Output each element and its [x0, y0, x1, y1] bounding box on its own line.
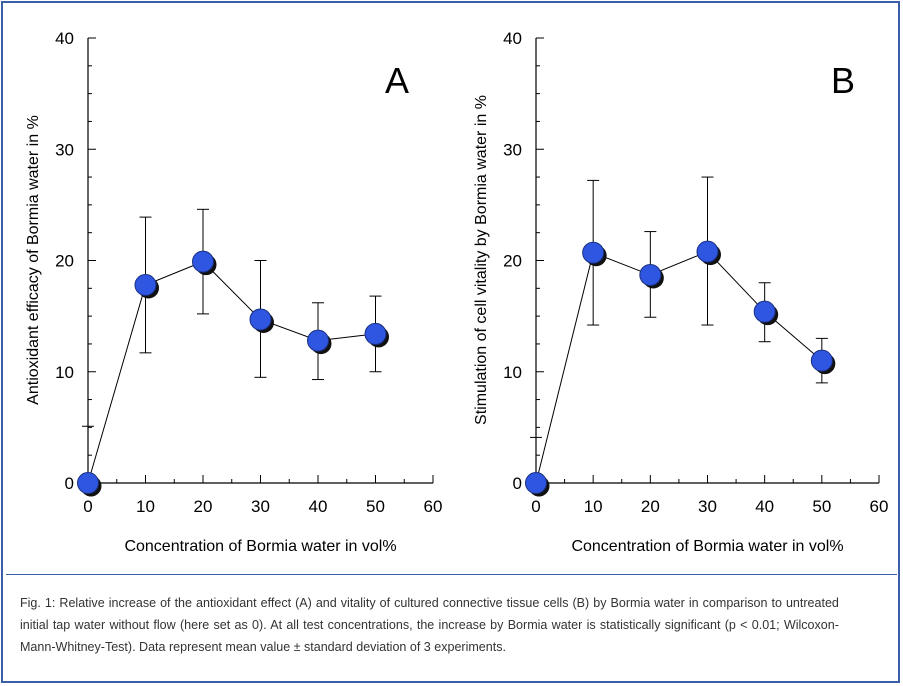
data-point — [810, 349, 833, 372]
x-tick-label: 60 — [424, 497, 443, 516]
y-tick-label: 0 — [513, 474, 522, 493]
x-tick-label: 20 — [194, 497, 213, 516]
data-point — [525, 472, 547, 494]
x-tick-label: 40 — [755, 497, 774, 516]
x-tick-label: 10 — [136, 497, 155, 516]
y-tick-label: 20 — [55, 252, 74, 271]
y-tick-label: 40 — [503, 29, 522, 48]
data-point — [134, 273, 157, 296]
series-line — [87, 261, 376, 484]
y-tick-label: 40 — [55, 29, 74, 48]
x-tick-label: 60 — [870, 497, 889, 516]
x-axis-label: Concentration of Bormia water in vol% — [124, 538, 396, 555]
y-tick-label: 10 — [55, 363, 74, 382]
data-point — [249, 308, 272, 331]
panel-letter: A — [385, 60, 409, 101]
x-tick-label: 30 — [698, 497, 717, 516]
y-axis-label: Antioxidant efficacy of Bormia water in … — [25, 115, 42, 405]
data-point — [192, 250, 214, 273]
y-tick-label: 30 — [55, 140, 74, 159]
y-tick-label: 0 — [65, 474, 74, 493]
x-tick-label: 40 — [309, 497, 328, 516]
y-axis-label: Stimulation of cell vitality by Bormia w… — [473, 95, 490, 425]
x-tick-label: 30 — [251, 497, 270, 516]
series-line — [535, 251, 823, 484]
x-tick-label: 0 — [83, 497, 92, 516]
x-tick-label: 50 — [366, 497, 385, 516]
y-tick-label: 10 — [503, 363, 522, 382]
data-point — [77, 472, 99, 494]
data-point — [364, 322, 387, 345]
x-tick-label: 0 — [531, 497, 540, 516]
data-point — [753, 300, 776, 323]
y-tick-label: 30 — [503, 140, 522, 159]
figure-charts: 0 10 20 30 40 0 10 20 30 40 50 60 Concentration of B… — [25, 29, 889, 555]
x-tick-label: 10 — [584, 497, 603, 516]
x-tick-label: 20 — [641, 497, 660, 516]
x-tick-label: 50 — [812, 497, 831, 516]
data-point — [696, 240, 719, 263]
caption-divider — [6, 574, 897, 575]
x-axis-label: Concentration of Bormia water in vol% — [571, 538, 843, 555]
data-point — [582, 241, 605, 264]
figure-caption: Fig. 1: Relative increase of the antioxi… — [20, 595, 839, 654]
panel-letter: B — [831, 60, 855, 101]
data-point — [307, 329, 329, 352]
y-tick-label: 20 — [503, 252, 522, 271]
data-point — [639, 263, 662, 286]
